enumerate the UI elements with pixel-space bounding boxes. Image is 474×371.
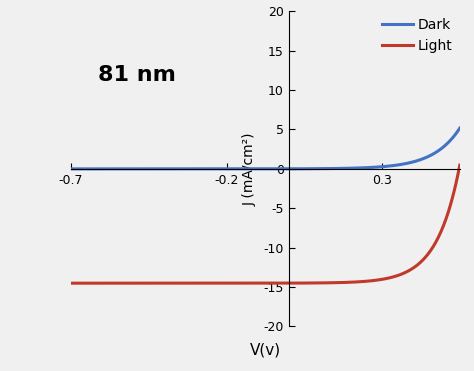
Dark (168, 167, 174, 171)
Light (457, 163, 463, 167)
Line: Light: Light (71, 165, 460, 283)
Line: Dark: Dark (71, 128, 460, 169)
Light (68, 281, 74, 285)
Text: 81 nm: 81 nm (98, 65, 176, 85)
Dark (244, 167, 250, 171)
Light (168, 281, 174, 285)
Legend: Dark, Light: Dark, Light (382, 18, 453, 53)
Dark (297, 167, 303, 171)
Dark (361, 165, 366, 170)
Dark (457, 126, 463, 130)
X-axis label: V(v): V(v) (250, 342, 281, 357)
Light (297, 281, 303, 285)
Light (137, 281, 143, 285)
Y-axis label: J (mA/cm²): J (mA/cm²) (243, 132, 256, 206)
Light (361, 279, 366, 284)
Dark (328, 166, 334, 171)
Light (244, 281, 250, 285)
Dark (68, 167, 74, 171)
Dark (137, 167, 143, 171)
Light (328, 280, 334, 285)
